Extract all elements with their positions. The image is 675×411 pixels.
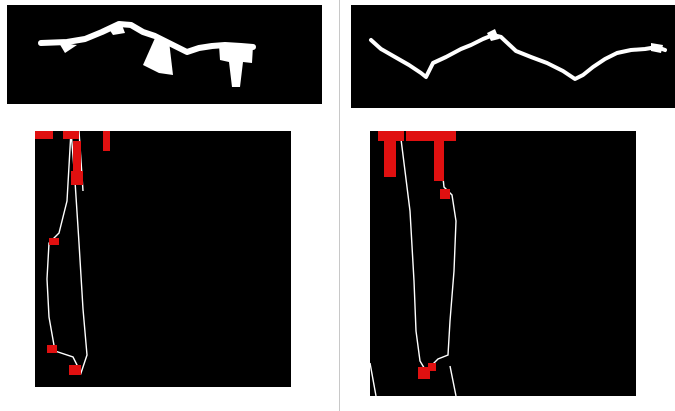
right-top-contour-image	[369, 29, 667, 81]
right-top-binary-panel	[351, 5, 675, 108]
red-highlight-marks	[378, 131, 456, 379]
right-bottom-highlight-panel	[370, 131, 636, 396]
left-top-silhouette-image	[38, 21, 256, 87]
red-highlight-marks	[35, 131, 110, 375]
column-divider	[339, 0, 340, 411]
left-bottom-highlight-panel	[35, 131, 291, 387]
right-bottom-contour-image	[370, 131, 457, 396]
left-bottom-contour-image	[35, 131, 110, 375]
left-top-binary-panel	[7, 5, 322, 104]
